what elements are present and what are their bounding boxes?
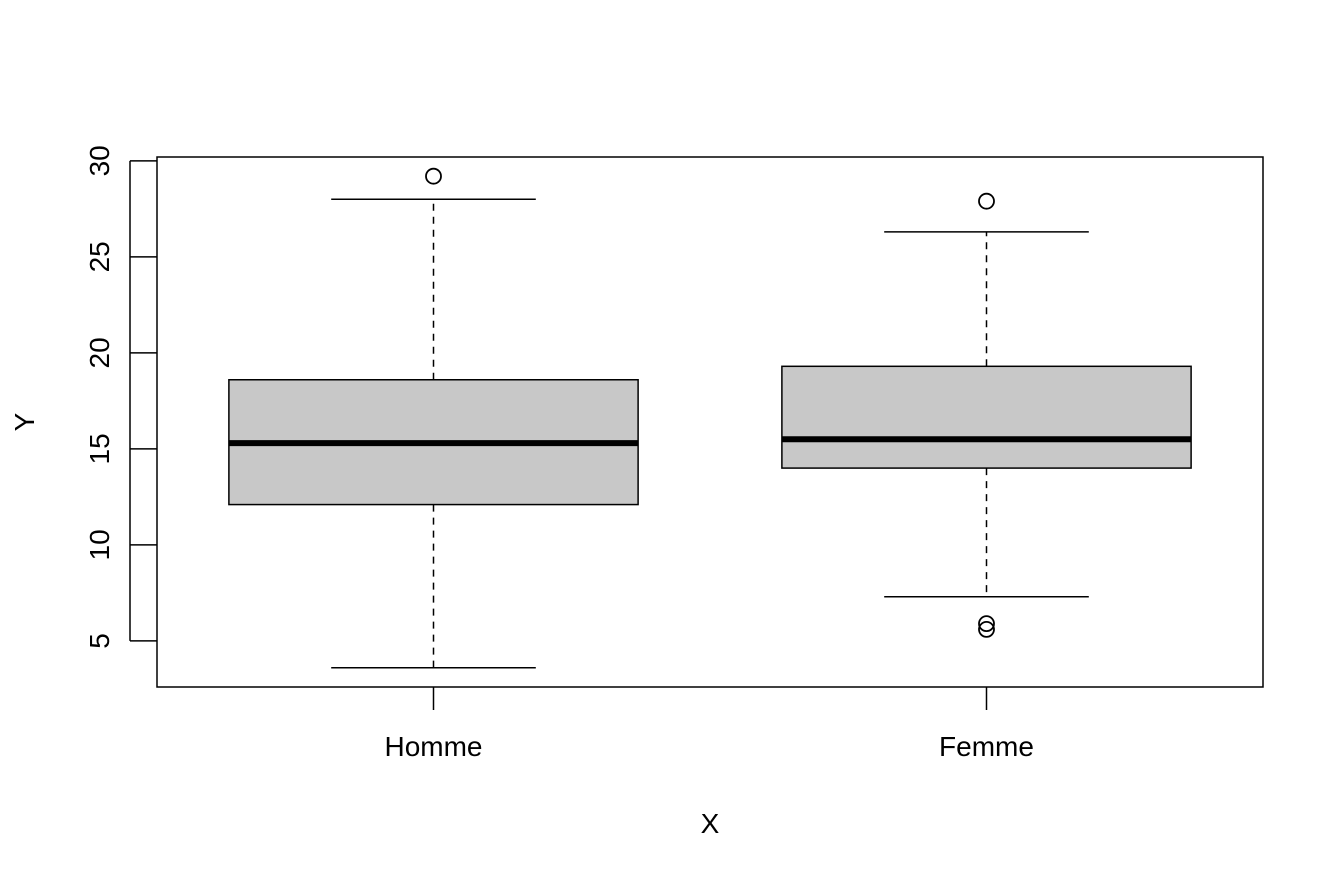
plot-frame xyxy=(156,156,1264,688)
outlier-point xyxy=(425,167,442,185)
y-axis: 5 10 15 20 25 30 xyxy=(84,145,157,649)
y-tick-label: 5 xyxy=(84,633,115,649)
x-tick-label: Femme xyxy=(939,731,1034,762)
x-axis: Homme Femme xyxy=(384,687,1034,762)
y-tick-label: 15 xyxy=(84,433,115,464)
y-axis-label: Y xyxy=(9,412,40,431)
x-tick-label: Homme xyxy=(384,731,482,762)
outlier-point xyxy=(978,192,995,210)
box-group-homme xyxy=(228,167,639,669)
boxes xyxy=(228,167,1192,669)
outlier-point xyxy=(978,615,995,633)
iqr-box xyxy=(781,365,1192,469)
x-axis-label: X xyxy=(701,808,720,839)
y-tick-label: 10 xyxy=(84,529,115,560)
y-tick-label: 25 xyxy=(84,241,115,272)
box-group-femme xyxy=(781,192,1192,638)
y-tick-label: 20 xyxy=(84,337,115,368)
outlier-point xyxy=(978,620,995,638)
y-tick-label: 30 xyxy=(84,145,115,176)
